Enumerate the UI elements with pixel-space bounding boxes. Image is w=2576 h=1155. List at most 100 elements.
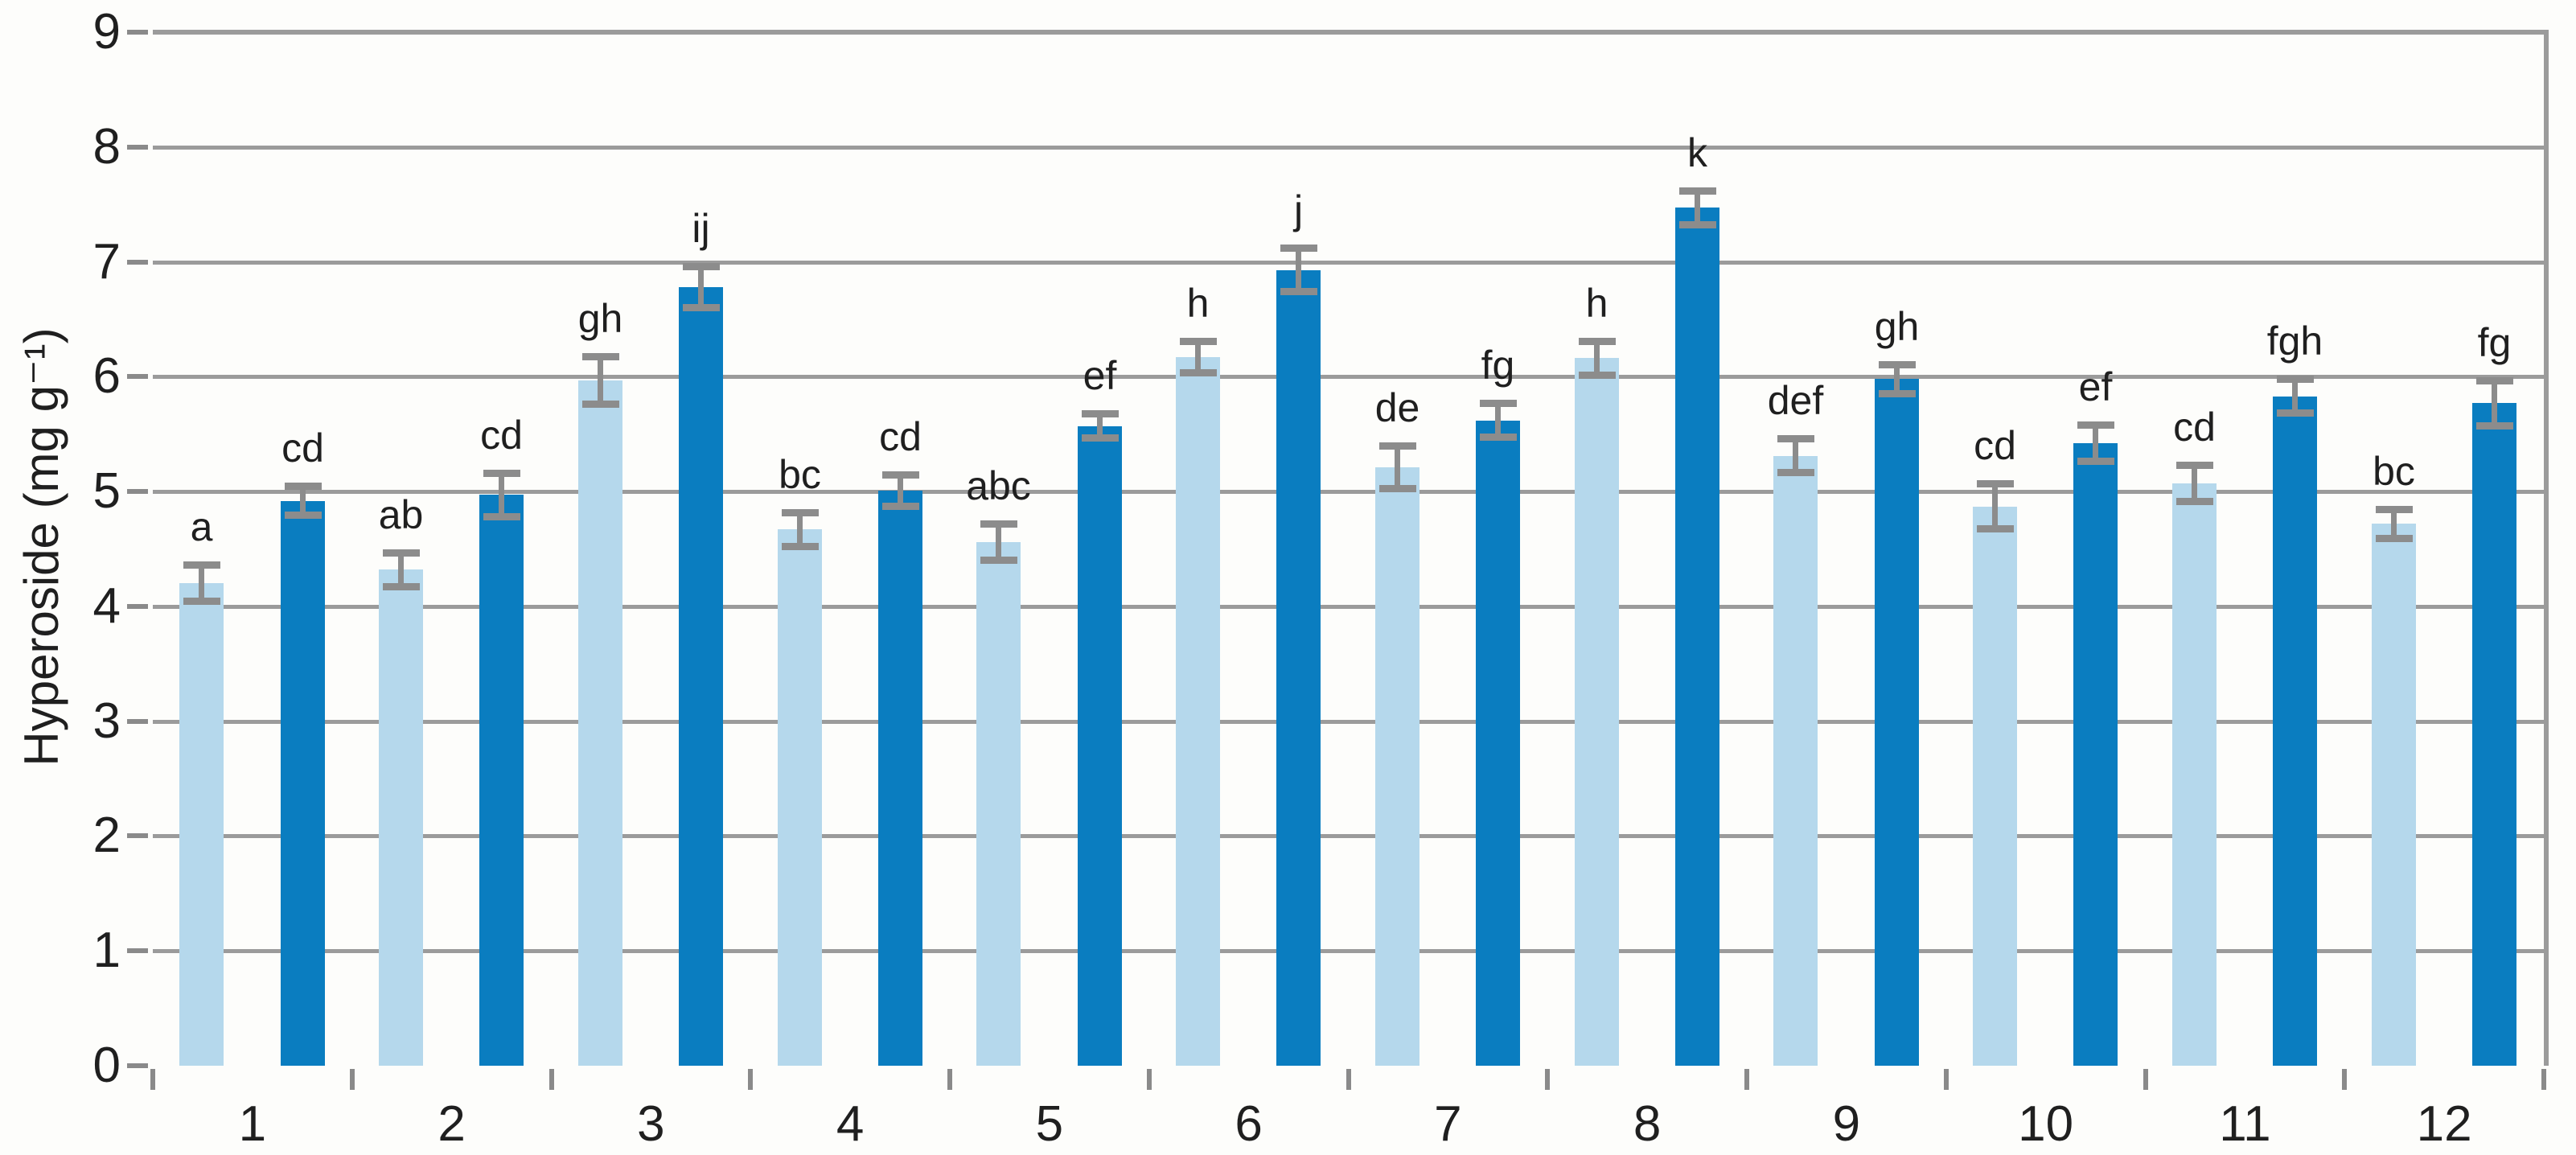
bar-light (578, 380, 622, 1066)
error-bar-cap-top (1878, 360, 1916, 368)
error-bar-cap-top (1479, 400, 1517, 408)
error-bar-whisker (499, 473, 504, 517)
error-bar-whisker (797, 512, 803, 547)
plot-border-right (2544, 30, 2549, 1066)
sig-label: a (190, 504, 213, 550)
error-bar-whisker (2492, 380, 2497, 426)
bar-dark (479, 495, 524, 1066)
bar-dark (1078, 425, 1122, 1066)
error-bar-cap-top (980, 520, 1017, 528)
sig-label: gh (577, 295, 623, 341)
y-tick (127, 1063, 148, 1068)
sig-label: ef (2078, 364, 2113, 410)
error-bar-cap-bottom (2475, 421, 2513, 430)
error-bar-cap-bottom (980, 556, 1017, 564)
error-bar-whisker (199, 565, 204, 602)
error-bar-cap-bottom (2077, 457, 2114, 465)
error-bar-cap-bottom (682, 303, 720, 311)
error-bar-cap-bottom (881, 502, 919, 510)
bar-light (1375, 467, 1419, 1066)
error-bar-cap-bottom (1777, 469, 1814, 477)
error-bar-cap-top (2276, 376, 2314, 384)
error-bar-cap-bottom (2175, 497, 2213, 505)
error-bar-cap-top (1678, 187, 1716, 195)
bar-dark (1875, 379, 1919, 1066)
gridline (153, 719, 2544, 724)
y-tick (127, 718, 148, 724)
x-tick (150, 1069, 155, 1090)
y-tick (127, 948, 148, 954)
sig-label: bc (2373, 448, 2415, 494)
bar-dark (878, 490, 922, 1066)
error-bar-cap-top (2077, 421, 2114, 430)
x-tick (1346, 1069, 1351, 1090)
error-bar-whisker (300, 485, 306, 516)
y-tick (127, 833, 148, 839)
sig-label: fg (1481, 343, 1515, 388)
y-tick-label: 2 (92, 808, 121, 864)
gridline (153, 260, 2544, 265)
error-bar-cap-top (682, 263, 720, 271)
error-bar-cap-bottom (483, 512, 520, 520)
error-bar-whisker (1695, 191, 1700, 225)
bar-dark (2273, 396, 2317, 1066)
error-bar-cap-bottom (284, 512, 322, 520)
sig-label: h (1585, 281, 1608, 327)
x-tick (2541, 1069, 2546, 1090)
sig-label: abc (966, 463, 1031, 509)
sig-label: j (1293, 187, 1304, 233)
x-tick (1545, 1069, 1551, 1090)
x-tick-label: 2 (438, 1096, 466, 1152)
y-tick-label: 5 (92, 463, 121, 520)
y-tick-label: 1 (92, 923, 121, 979)
x-tick-label: 7 (1434, 1096, 1462, 1152)
error-bar-whisker (1097, 413, 1103, 439)
bar-light (2372, 524, 2416, 1066)
gridline (153, 490, 2544, 495)
error-bar-cap-bottom (1179, 369, 1217, 377)
error-bar-cap-bottom (382, 582, 420, 590)
sig-label: bc (779, 451, 821, 497)
error-bar-whisker (1793, 438, 1798, 474)
x-tick (2342, 1069, 2348, 1090)
error-bar-cap-bottom (2375, 534, 2413, 542)
bar-dark (1276, 269, 1321, 1066)
gridline (153, 949, 2544, 954)
bar-light (1575, 358, 1619, 1066)
error-bar-cap-bottom (1976, 525, 2014, 533)
error-bar-cap-top (1777, 435, 1814, 443)
error-bar-whisker (398, 552, 404, 587)
bar-dark (2073, 443, 2118, 1066)
error-bar-cap-top (2475, 376, 2513, 384)
sig-label: def (1767, 378, 1824, 424)
bar-dark (281, 500, 325, 1066)
sig-label: cd (480, 413, 523, 458)
bar-light (1973, 506, 2017, 1066)
error-bar-cap-top (581, 352, 619, 360)
x-tick-label: 10 (2018, 1096, 2074, 1152)
gridline (153, 834, 2544, 839)
sig-label: gh (1874, 303, 1920, 349)
y-tick-label: 6 (92, 348, 121, 405)
sig-label: ef (1083, 353, 1117, 399)
error-bar-cap-top (483, 470, 520, 478)
gridline (153, 375, 2544, 380)
x-tick (748, 1069, 754, 1090)
gridline (153, 145, 2544, 150)
plot-border-top (153, 30, 2549, 35)
error-bar-cap-bottom (1678, 220, 1716, 228)
error-bar-cap-bottom (1878, 389, 1916, 397)
x-tick-label: 5 (1035, 1096, 1064, 1152)
y-tick-label: 8 (92, 118, 121, 175)
error-bar-cap-top (183, 561, 220, 569)
error-bar-cap-bottom (581, 400, 619, 408)
error-bar-cap-top (2175, 462, 2213, 470)
y-tick-label: 9 (92, 4, 121, 60)
error-bar-whisker (2292, 379, 2298, 414)
sig-label: fgh (2266, 319, 2323, 364)
y-tick (127, 489, 148, 495)
error-bar-whisker (1495, 403, 1501, 438)
error-bar-whisker (2093, 425, 2098, 462)
bar-light (1176, 357, 1220, 1066)
y-tick-label: 7 (92, 233, 121, 290)
